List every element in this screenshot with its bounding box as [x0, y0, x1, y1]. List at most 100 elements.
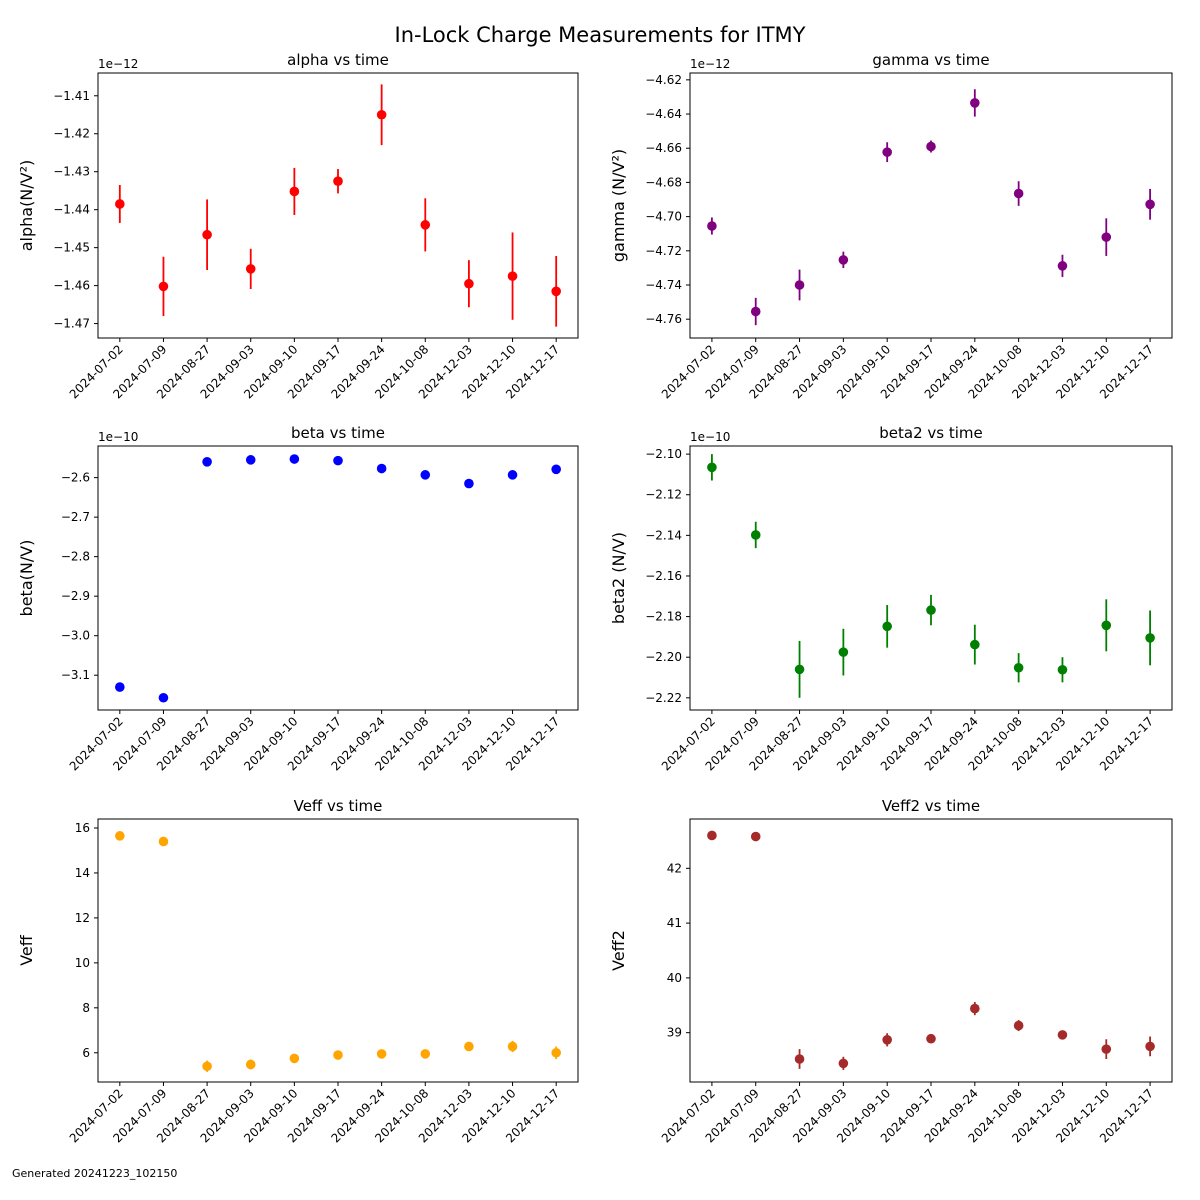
- y-axis-label: gamma (N/V²): [609, 149, 628, 262]
- data-point: [1101, 620, 1112, 631]
- data-point: [158, 692, 169, 703]
- y-tick-label: 6: [82, 1046, 90, 1060]
- data-point: [202, 229, 212, 240]
- y-tick-label: −4.70: [645, 210, 682, 224]
- y-tick-label: 40: [667, 971, 682, 985]
- data-point: [838, 255, 849, 265]
- data-point: [794, 1054, 805, 1064]
- y-tick-label: 42: [667, 861, 682, 875]
- y-tick-label: −2.9: [61, 589, 90, 603]
- y-tick-label: −2.7: [61, 510, 90, 524]
- subplot-title: Veff2 vs time: [882, 797, 980, 815]
- data-point: [926, 141, 936, 152]
- y-tick-label: 10: [75, 956, 90, 970]
- data-point: [158, 836, 169, 847]
- data-point: [245, 455, 256, 465]
- y-tick-label: 12: [75, 911, 90, 925]
- data-point: [464, 1041, 474, 1052]
- data-point: [794, 280, 805, 290]
- y-axis-label: Veff2: [609, 930, 628, 971]
- y-axis-label: Veff: [17, 934, 36, 966]
- data-point: [507, 470, 518, 480]
- y-tick-label: −2.8: [61, 550, 90, 564]
- data-point: [1145, 199, 1155, 210]
- y-tick-label: −1.45: [53, 241, 90, 255]
- y-tick-label: −1.47: [53, 317, 90, 331]
- data-point: [707, 462, 717, 473]
- data-point: [882, 147, 892, 157]
- y-tick-label: −4.72: [645, 244, 682, 258]
- data-point: [115, 831, 125, 841]
- data-point: [926, 605, 936, 615]
- data-point: [882, 621, 892, 632]
- data-point: [970, 639, 980, 650]
- data-point: [245, 264, 256, 274]
- y-offset-label: 1e−10: [98, 430, 138, 444]
- y-axis-label: beta2 (N/V): [609, 532, 628, 624]
- data-point: [707, 830, 717, 841]
- data-point: [551, 286, 561, 297]
- data-point: [970, 1003, 980, 1014]
- data-point: [1101, 1044, 1112, 1054]
- y-tick-label: 16: [75, 821, 90, 835]
- y-axis-label: alpha(N/V²): [17, 160, 36, 252]
- data-point: [1101, 232, 1112, 242]
- data-point: [750, 530, 761, 540]
- data-point: [1057, 1030, 1068, 1040]
- y-tick-label: 41: [667, 916, 682, 930]
- y-offset-label: 1e−10: [690, 430, 730, 444]
- data-point: [750, 831, 761, 842]
- data-point: [507, 1041, 518, 1052]
- data-point: [507, 271, 518, 281]
- data-point: [707, 221, 717, 231]
- y-tick-label: 14: [75, 866, 90, 880]
- data-point: [794, 664, 805, 675]
- data-point: [420, 220, 431, 230]
- subplot-title: beta2 vs time: [879, 424, 982, 442]
- y-tick-label: −4.76: [645, 312, 682, 326]
- data-point: [376, 463, 387, 474]
- y-tick-label: −4.74: [645, 278, 682, 292]
- y-tick-label: −4.62: [645, 73, 682, 87]
- data-point: [551, 464, 561, 475]
- data-point: [376, 109, 387, 120]
- data-point: [926, 1033, 936, 1044]
- y-tick-label: −1.46: [53, 279, 90, 293]
- y-tick-label: −4.66: [645, 141, 682, 155]
- data-point: [202, 457, 212, 467]
- y-tick-label: −4.68: [645, 175, 682, 189]
- y-tick-label: 8: [82, 1001, 90, 1015]
- y-tick-label: −2.16: [645, 569, 682, 583]
- data-point: [333, 1050, 343, 1060]
- y-tick-label: −2.10: [645, 447, 682, 461]
- data-point: [289, 1053, 300, 1064]
- data-point: [464, 278, 474, 289]
- data-point: [1013, 662, 1024, 673]
- y-tick-label: −3.0: [61, 629, 90, 643]
- y-axis-label: beta(N/V): [17, 540, 36, 617]
- data-point: [289, 186, 300, 197]
- y-tick-label: −2.14: [645, 528, 682, 542]
- generated-footer: Generated 20241223_102150: [12, 1167, 177, 1180]
- y-tick-label: −1.43: [53, 165, 90, 179]
- data-point: [1145, 633, 1155, 643]
- data-point: [750, 306, 761, 317]
- y-tick-label: −2.20: [645, 650, 682, 664]
- data-point: [289, 454, 300, 464]
- data-point: [376, 1049, 387, 1059]
- y-offset-label: 1e−12: [98, 57, 138, 71]
- subplot-title: alpha vs time: [287, 51, 389, 69]
- data-point: [970, 98, 980, 108]
- data-point: [245, 1059, 256, 1070]
- data-point: [1013, 1020, 1024, 1031]
- y-tick-label: −3.1: [61, 668, 90, 682]
- data-point: [838, 1058, 849, 1069]
- y-tick-label: −2.22: [645, 691, 682, 705]
- figure-title: In-Lock Charge Measurements for ITMY: [395, 23, 806, 47]
- y-tick-label: −1.41: [53, 89, 90, 103]
- data-point: [838, 647, 849, 657]
- y-tick-label: −4.64: [645, 107, 682, 121]
- data-point: [333, 455, 343, 466]
- subplot-title: Veff vs time: [294, 797, 383, 815]
